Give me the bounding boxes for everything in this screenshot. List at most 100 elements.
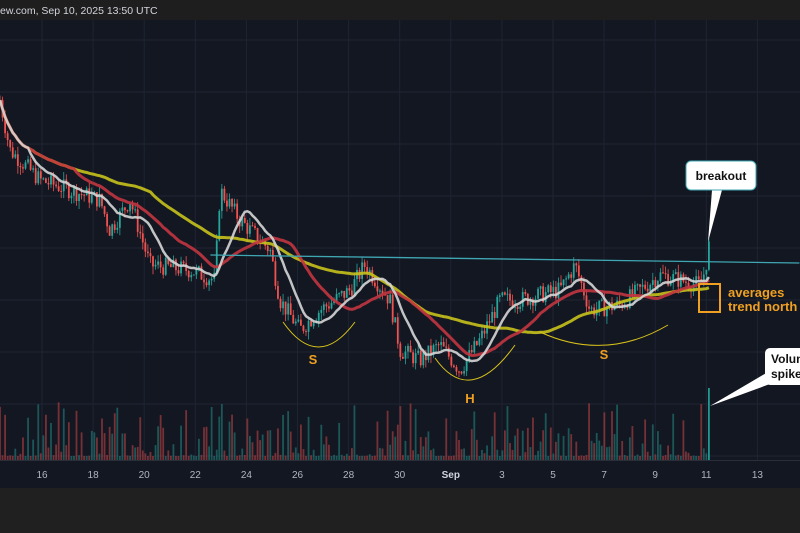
volume-bar	[616, 404, 618, 460]
candle-body	[389, 294, 392, 304]
candle-body	[402, 356, 404, 359]
volume-bar	[695, 455, 698, 460]
x-tick-label: 20	[139, 470, 151, 481]
candle-body	[557, 282, 560, 299]
candle-body	[447, 347, 450, 357]
candle-body	[220, 188, 223, 211]
volume-bar	[32, 439, 35, 460]
volume-bar	[228, 421, 231, 460]
candle-body	[353, 279, 356, 296]
volume-bar	[65, 445, 68, 460]
candle-body	[236, 203, 239, 219]
candle-body	[585, 295, 588, 307]
candle-body	[233, 203, 236, 207]
candle-body	[154, 264, 157, 267]
candle-body	[126, 210, 129, 212]
candle-body	[203, 279, 205, 283]
volume-bar	[389, 444, 392, 460]
candle-body	[289, 303, 292, 315]
volume-bar	[29, 455, 32, 460]
candle-body	[254, 225, 256, 229]
candle-body	[549, 285, 552, 293]
volume-bar	[195, 455, 198, 460]
candle-body	[228, 199, 231, 207]
candle-body	[440, 342, 443, 345]
candle-body	[478, 338, 481, 345]
volume-callout	[765, 348, 800, 385]
candle-body	[243, 217, 246, 223]
volume-bar	[539, 441, 542, 460]
candle-body	[345, 288, 348, 298]
candle-body	[445, 346, 448, 348]
candle-body	[657, 281, 659, 288]
volume-bar	[577, 455, 580, 460]
volume-bar	[496, 449, 499, 460]
volume-bar	[271, 455, 274, 460]
candle-body	[106, 214, 108, 227]
volume-bar	[139, 417, 142, 460]
volume-bar	[672, 413, 675, 460]
volume-bar	[468, 455, 471, 460]
volume-bar	[198, 438, 200, 460]
volume-bar	[187, 455, 190, 460]
volume-bar	[644, 419, 647, 460]
volume-bar	[516, 428, 519, 460]
candle-body	[182, 261, 185, 264]
volume-bar	[124, 433, 126, 460]
candle-body	[111, 224, 114, 236]
x-tick-label: 26	[292, 470, 304, 481]
price-chart: S H S averages trend north breakout Volu…	[0, 20, 800, 488]
volume-bar	[190, 454, 193, 460]
volume-bar	[677, 454, 680, 460]
volume-bar	[106, 455, 108, 460]
candle-body	[504, 292, 506, 295]
volume-bar	[549, 427, 552, 460]
candle-body	[651, 280, 654, 285]
candle-body	[241, 217, 244, 227]
candle-body	[386, 295, 389, 304]
candle-body	[14, 154, 17, 158]
volume-bar	[172, 444, 175, 460]
volume-bar	[282, 414, 284, 460]
volume-bar	[450, 455, 453, 460]
candle-body	[708, 241, 710, 270]
volume-bar	[445, 418, 448, 460]
candle-body	[67, 184, 70, 199]
candle-body	[328, 306, 330, 309]
averages-label-2: trend north	[728, 299, 797, 314]
candle-body	[103, 206, 106, 215]
volume-bar	[493, 412, 496, 460]
volume-bar	[534, 455, 537, 460]
volume-bar	[394, 436, 397, 460]
volume-bar	[458, 439, 460, 460]
candle-body	[322, 304, 325, 310]
candle-body	[343, 290, 346, 298]
volume-bar	[585, 454, 588, 460]
candle-body	[417, 350, 420, 354]
volume-bar	[261, 434, 264, 460]
volume-bar	[371, 455, 374, 460]
volume-bar	[215, 449, 218, 460]
candle-body	[407, 345, 409, 352]
candle-body	[687, 282, 690, 289]
volume-bar	[412, 450, 414, 460]
volume-bar	[659, 444, 662, 460]
candle-body	[19, 165, 22, 168]
volume-bar	[22, 437, 24, 460]
volume-bar	[583, 455, 585, 460]
volume-bar	[11, 455, 14, 460]
candle-body	[381, 290, 384, 295]
volume-bar	[277, 428, 279, 460]
volume-bar	[470, 429, 473, 460]
candle-body	[177, 270, 180, 274]
candle-body	[600, 299, 603, 301]
volume-bar	[353, 405, 356, 460]
x-tick-label: 28	[343, 470, 355, 481]
candle-body	[363, 262, 366, 267]
candle-body	[284, 301, 287, 315]
volume-bar	[608, 446, 611, 460]
volume-bar	[621, 440, 624, 460]
candle-body	[62, 179, 65, 192]
volume-bar	[361, 455, 363, 460]
right-shoulder-arc	[539, 324, 669, 346]
